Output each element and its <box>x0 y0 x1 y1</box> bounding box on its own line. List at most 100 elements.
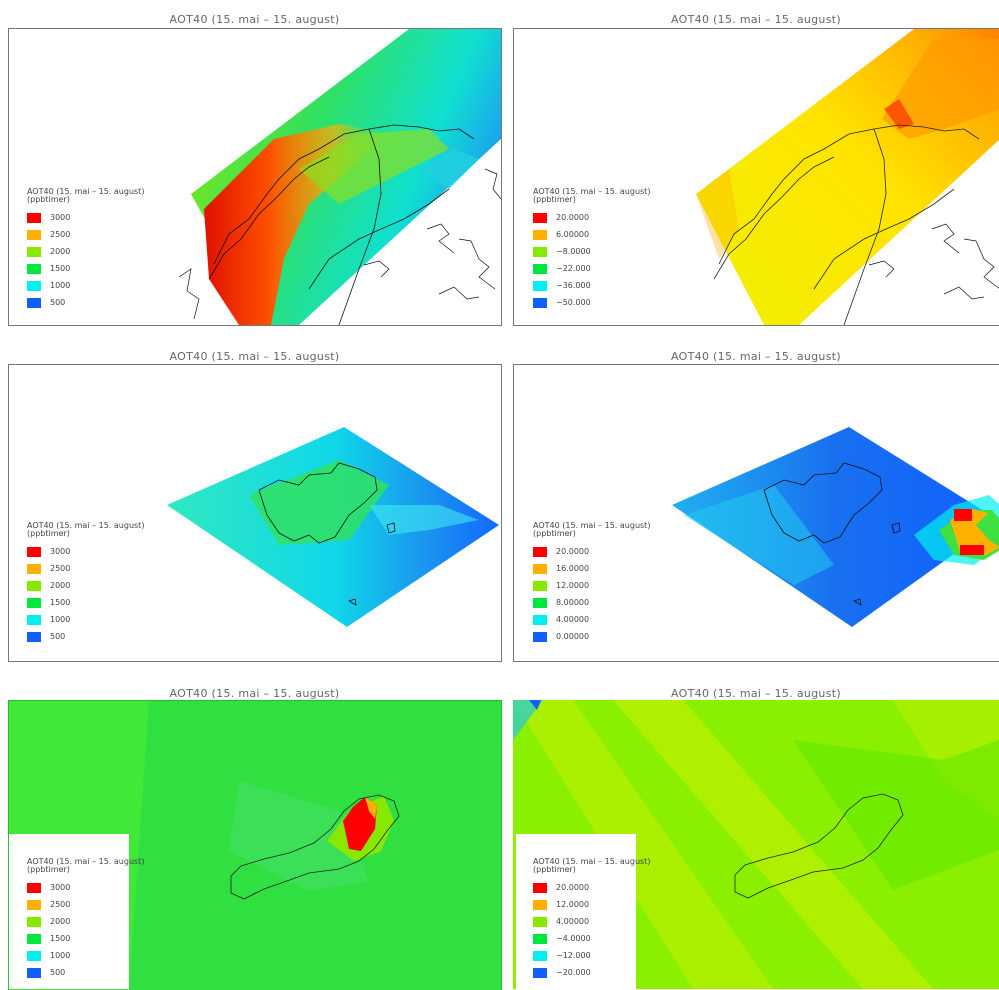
legend-entry: 2500 <box>27 226 144 243</box>
legend-entry: 2000 <box>27 243 144 260</box>
legend-swatch <box>27 263 41 274</box>
panel-title: AOT40 (15. mai – 15. august) <box>671 350 841 363</box>
map-canvas <box>696 29 999 325</box>
legend-swatch <box>27 246 41 257</box>
legend-swatch <box>27 580 41 591</box>
legend-swatch <box>533 614 547 625</box>
legend-label: 20.0000 <box>556 212 590 222</box>
legend-entry: 2000 <box>27 577 144 594</box>
legend-entry: −50.000 <box>533 294 650 311</box>
legend-entry: 6.00000 <box>533 226 650 243</box>
legend-entry: −4.0000 <box>533 930 650 947</box>
panel-title: AOT40 (15. mai – 15. august) <box>671 687 841 700</box>
legend-label: 16.0000 <box>556 563 590 573</box>
legend-label: 500 <box>50 967 66 977</box>
legend-entry: 3000 <box>27 209 144 226</box>
legend-entry: 1500 <box>27 930 144 947</box>
legend-swatch <box>27 899 41 910</box>
legend-entry: 1500 <box>27 260 144 277</box>
legend-swatch <box>533 546 547 557</box>
legend-label: 6.00000 <box>556 229 590 239</box>
coastline-jan-mayen <box>734 793 904 899</box>
legend-swatch <box>533 297 547 308</box>
legend-entry: 20.0000 <box>533 879 650 896</box>
legend-entry: −36.000 <box>533 277 650 294</box>
legend-entry: 2500 <box>27 560 144 577</box>
legend-label: 1000 <box>50 614 71 624</box>
panel-title: AOT40 (15. mai – 15. august) <box>169 350 340 363</box>
legend-swatch <box>27 280 41 291</box>
legend-unit: (ppbtimer) <box>27 865 70 874</box>
map-frame <box>8 364 502 662</box>
panel-title: AOT40 (15. mai – 15. august) <box>169 13 340 26</box>
model-domain <box>672 427 999 627</box>
ozone-band <box>684 485 834 585</box>
legend-label: 3000 <box>50 546 71 556</box>
legend-entry: 1000 <box>27 611 144 628</box>
ozone-band <box>513 700 773 989</box>
legend-swatch <box>533 280 547 291</box>
map-canvas <box>672 427 999 627</box>
coastline-svalbard <box>258 462 396 606</box>
legend-swatch <box>533 631 547 642</box>
panel-title: AOT40 (15. mai – 15. august) <box>169 687 340 700</box>
legend-label: 4.00000 <box>556 614 590 624</box>
legend-label: 1500 <box>50 263 71 273</box>
legend-unit: (ppbtimer) <box>27 195 70 204</box>
legend-swatch <box>27 229 41 240</box>
map-canvas <box>167 427 499 627</box>
legend-label: 8.00000 <box>556 597 590 607</box>
legend-label: 1000 <box>50 950 71 960</box>
legend-swatch <box>27 563 41 574</box>
legend-label: 1500 <box>50 933 71 943</box>
legend: AOT40 (15. mai – 15. august) (ppbtimer) … <box>533 858 650 981</box>
legend-swatch <box>27 546 41 557</box>
legend-background <box>9 834 129 989</box>
legend-label: 2500 <box>50 229 71 239</box>
high-difference-area <box>884 99 914 129</box>
high-difference-area <box>882 39 999 139</box>
legend-entry: 500 <box>27 964 144 981</box>
legend-label: 500 <box>50 297 66 307</box>
map-frame <box>8 28 502 326</box>
legend-entry: 1000 <box>27 277 144 294</box>
legend-swatch <box>27 916 41 927</box>
legend-entry: 1500 <box>27 594 144 611</box>
map-frame <box>513 28 999 326</box>
ozone-band <box>613 700 933 989</box>
coastline-outside-domain <box>178 168 501 320</box>
legend-entry: 4.00000 <box>533 611 650 628</box>
ozone-band <box>229 781 369 891</box>
legend-swatch <box>533 916 547 927</box>
legend: AOT40 (15. mai – 15. august) (ppbtimer) … <box>27 858 144 981</box>
ozone-band <box>513 700 543 740</box>
legend-label: 3000 <box>50 882 71 892</box>
model-edge-shade <box>696 169 739 259</box>
map-panel-north-norway-diff: AOT40 (15. mai – 15. august) <box>0 0 999 330</box>
map-frame <box>513 364 999 662</box>
ozone-hotspot <box>343 797 377 851</box>
legend-label: −8.0000 <box>556 246 591 256</box>
legend-swatch <box>533 263 547 274</box>
legend-swatch <box>533 246 547 257</box>
legend-swatch <box>533 882 547 893</box>
legend-label: −20.000 <box>556 967 591 977</box>
legend-title: AOT40 (15. mai – 15. august) <box>27 857 145 866</box>
legend-title: AOT40 (15. mai – 15. august) <box>533 187 651 196</box>
legend-swatch <box>533 967 547 978</box>
legend-swatch <box>27 212 41 223</box>
legend-entry: 2500 <box>27 896 144 913</box>
legend-title: AOT40 (15. mai – 15. august) <box>27 187 145 196</box>
legend-label: −36.000 <box>556 280 591 290</box>
legend-swatch <box>27 614 41 625</box>
legend-entry: 20.0000 <box>533 543 650 560</box>
legend-label: 2500 <box>50 899 71 909</box>
legend-label: 12.0000 <box>556 580 590 590</box>
legend-swatch <box>533 212 547 223</box>
legend-entry: 12.0000 <box>533 896 650 913</box>
legend-label: 2000 <box>50 246 71 256</box>
coastline <box>208 124 475 325</box>
legend-label: 4.00000 <box>556 916 590 926</box>
